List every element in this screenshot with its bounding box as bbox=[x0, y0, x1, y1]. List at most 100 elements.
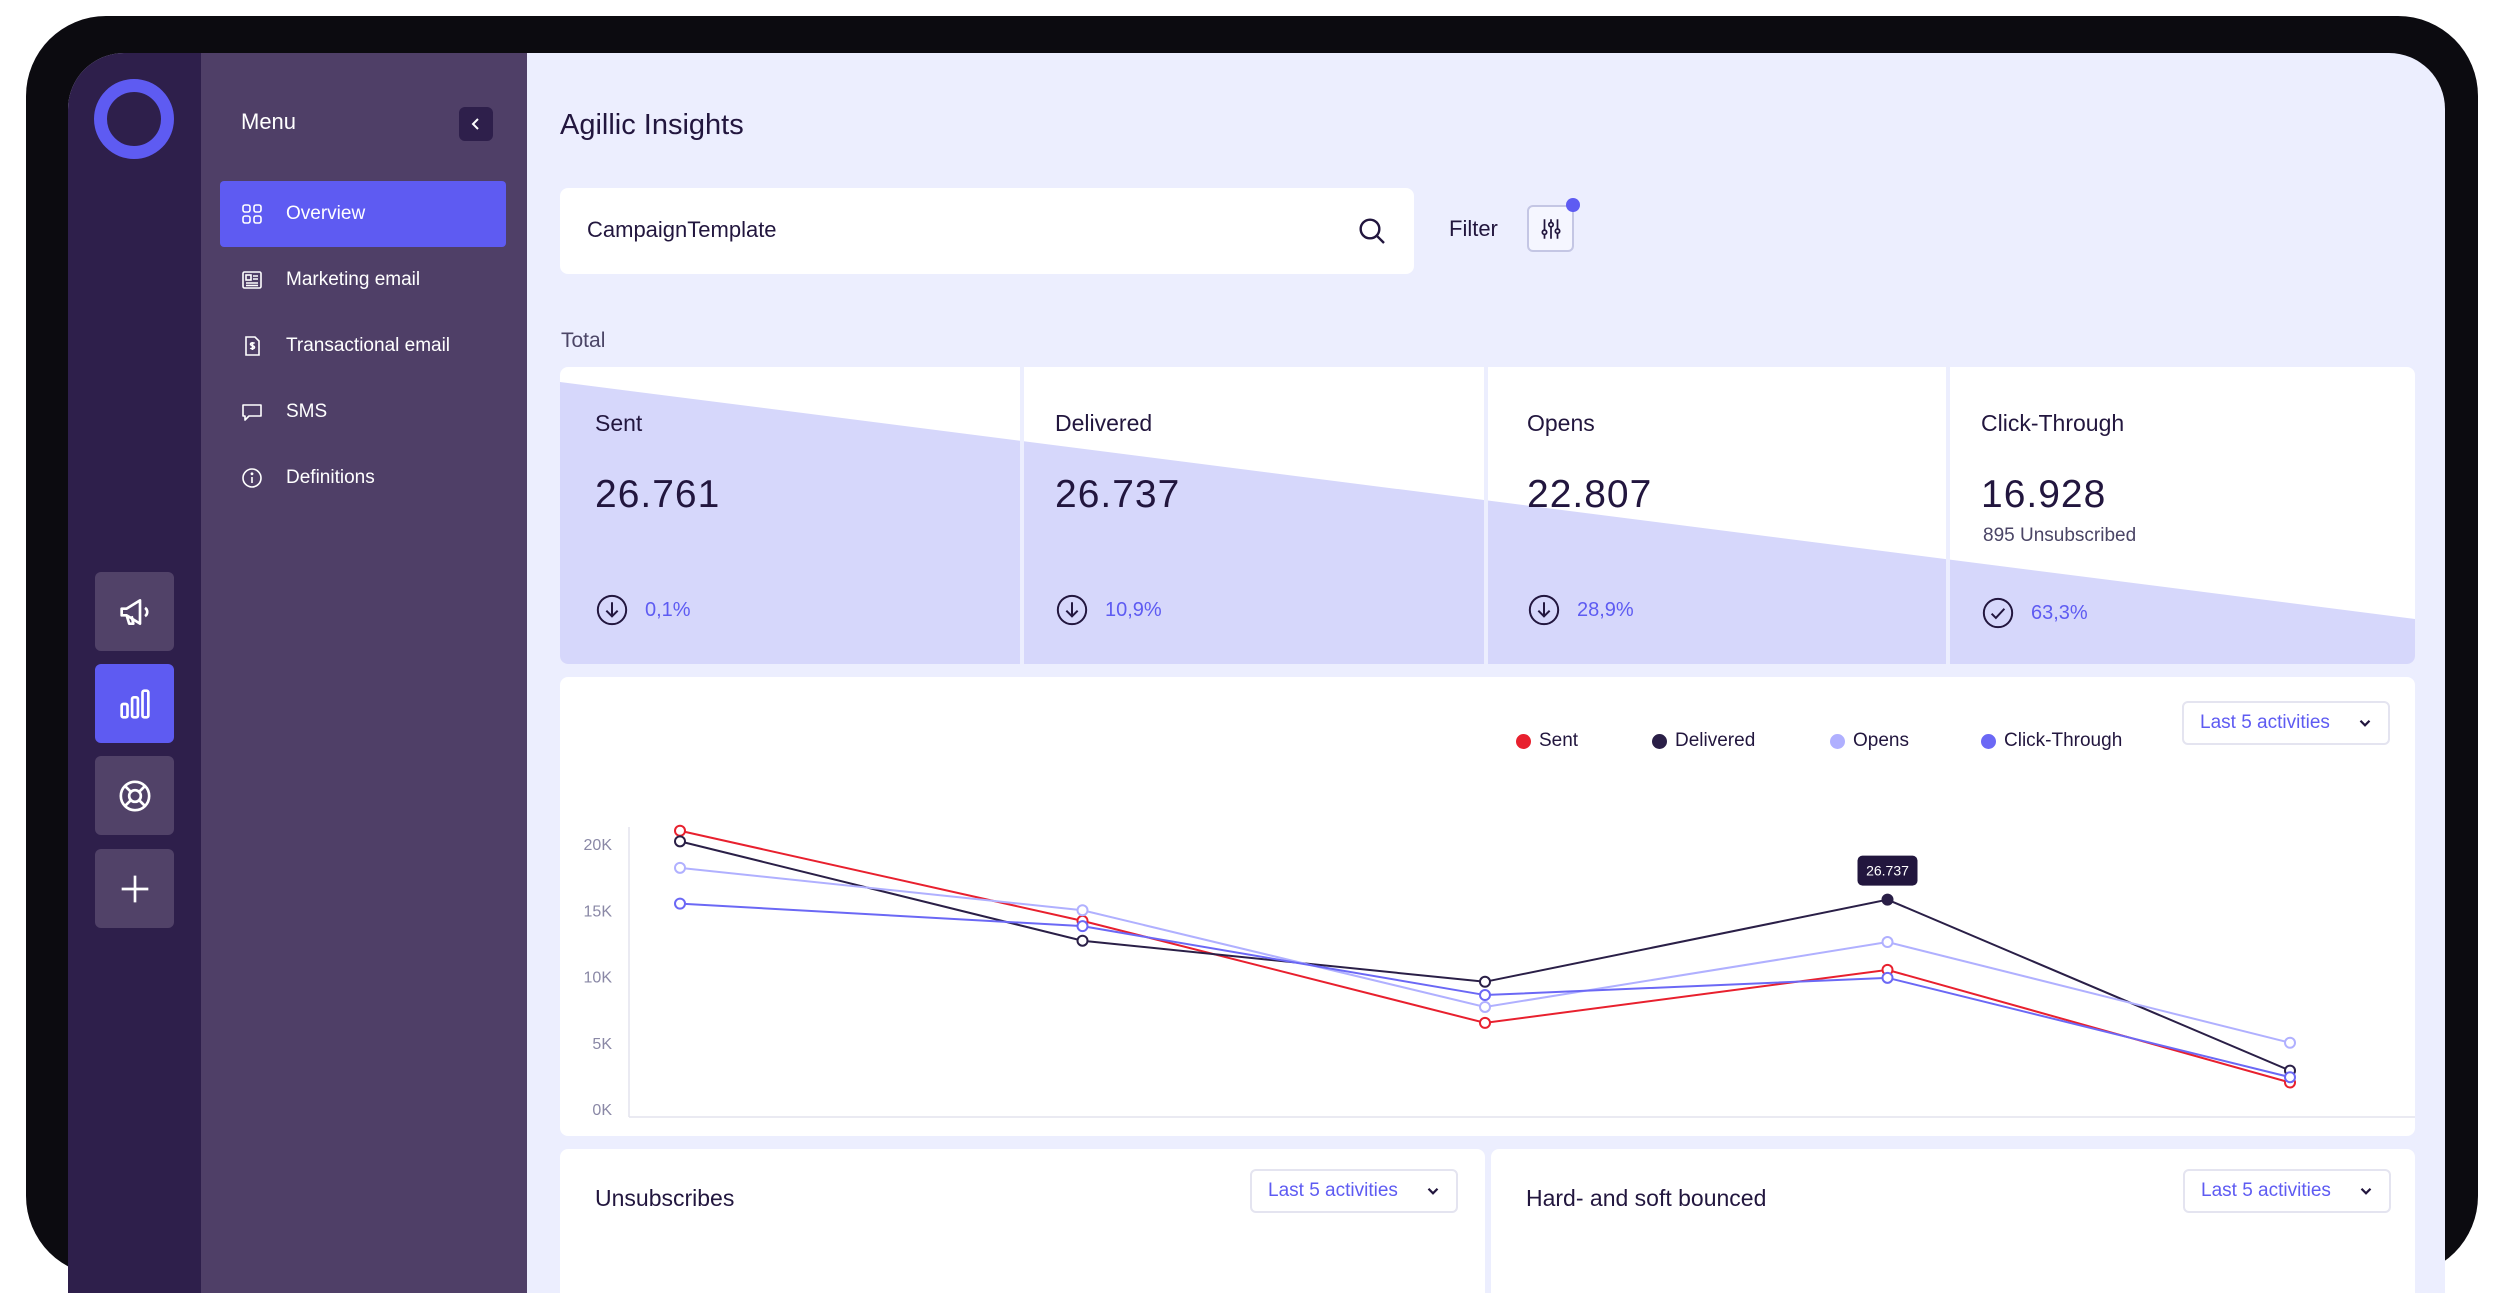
stat-label: Sent bbox=[595, 410, 643, 436]
data-point-sent bbox=[1479, 1016, 1491, 1029]
data-point-click-through bbox=[1881, 971, 1894, 984]
legend-swatch bbox=[1830, 733, 1845, 749]
chevron-left-icon bbox=[471, 118, 479, 130]
series-line-opens bbox=[679, 866, 2291, 1044]
data-point-delivered bbox=[1881, 893, 1894, 906]
filter-active-dot bbox=[1566, 198, 1580, 212]
support-rail-button[interactable] bbox=[95, 756, 174, 835]
menu-item-label: Marketing email bbox=[286, 269, 421, 290]
x-tick-label: 15.03.2025 bbox=[646, 1134, 726, 1136]
card-title: Hard- and soft bounced bbox=[1526, 1185, 1767, 1211]
data-point-click-through bbox=[674, 897, 686, 910]
legend-swatch bbox=[1516, 733, 1531, 749]
plus-icon bbox=[121, 875, 148, 902]
campaigns-rail-button[interactable] bbox=[95, 572, 174, 651]
stat-unsubscribed: 895 Unsubscribed bbox=[1983, 525, 2137, 546]
stat-change: 10,9% bbox=[1055, 593, 1162, 627]
menu-item-sms[interactable]: SMS bbox=[220, 379, 506, 445]
stat-opens[interactable]: Opens 22.807 28,9% bbox=[1488, 367, 1946, 664]
stat-divider bbox=[1946, 367, 1950, 664]
data-point-sent bbox=[674, 824, 686, 837]
newspaper-icon bbox=[240, 268, 264, 292]
arrow-down-circle-icon bbox=[596, 594, 628, 626]
data-point-opens bbox=[2284, 1036, 2296, 1049]
side-menu: Menu Overview Marketing email Transactio… bbox=[201, 53, 527, 1293]
y-tick-label: 20K bbox=[584, 837, 613, 854]
logo[interactable] bbox=[94, 79, 174, 159]
y-tick-label: 5K bbox=[592, 1036, 612, 1053]
data-point-opens bbox=[674, 861, 686, 874]
menu-item-transactional-email[interactable]: Transactional email bbox=[220, 313, 506, 379]
search-input[interactable]: CampaignTemplate bbox=[560, 188, 1414, 274]
unsubscribes-card: Unsubscribes Last 5 activities bbox=[560, 1149, 1485, 1293]
legend-sent[interactable]: Sent bbox=[1516, 730, 1578, 752]
stat-change-value: 28,9% bbox=[1577, 598, 1634, 621]
data-point-click-through bbox=[1479, 989, 1491, 1002]
stat-change: 28,9% bbox=[1527, 593, 1634, 627]
chart-range-select[interactable]: Last 5 activities bbox=[2182, 701, 2390, 745]
tooltip-label: 26.737 bbox=[1866, 863, 1909, 879]
legend-delivered[interactable]: Delivered bbox=[1652, 730, 1755, 752]
stat-value: 16.928 bbox=[1981, 473, 2107, 516]
x-tick-label: 16.03.2025 bbox=[1071, 1134, 1151, 1136]
menu-item-marketing-email[interactable]: Marketing email bbox=[220, 247, 506, 313]
page-title: Agillic Insights bbox=[560, 109, 744, 141]
y-tick-label: 0K bbox=[592, 1102, 612, 1119]
stat-sent[interactable]: Sent 26.761 0,1% bbox=[560, 367, 1020, 664]
stat-delivered[interactable]: Delivered 26.737 10,9% bbox=[1024, 367, 1484, 664]
line-chart: 0K 5K 10K 15K 20K 15.03.2025 16.03.2025 17.03.2… bbox=[584, 824, 2415, 1136]
menu-item-overview[interactable]: Overview bbox=[220, 181, 506, 247]
insights-rail-button[interactable] bbox=[95, 664, 174, 743]
legend-label: Click-Through bbox=[2004, 730, 2123, 751]
invoice-icon bbox=[240, 334, 264, 358]
data-point-delivered bbox=[674, 835, 686, 848]
grid-icon bbox=[240, 202, 264, 226]
trend-chart-card: Sent Delivered Opens Click-Through Last … bbox=[560, 677, 2415, 1136]
stat-label: Opens bbox=[1527, 410, 1595, 436]
sliders-icon bbox=[1540, 218, 1561, 239]
stat-change: 0,1% bbox=[595, 593, 691, 627]
legend-opens[interactable]: Opens bbox=[1830, 730, 1909, 752]
unsubscribes-range-select[interactable]: Last 5 activities bbox=[1250, 1169, 1458, 1213]
icon-rail bbox=[68, 53, 201, 1293]
menu-title: Menu bbox=[241, 109, 297, 134]
y-tick-label: 15K bbox=[584, 903, 613, 920]
menu-item-definitions[interactable]: Definitions bbox=[220, 445, 506, 511]
lifebuoy-icon bbox=[119, 780, 150, 811]
stat-divider bbox=[1020, 367, 1024, 664]
data-point-opens bbox=[1881, 936, 1894, 949]
stat-value: 26.737 bbox=[1055, 473, 1181, 516]
data-point-delivered bbox=[1479, 975, 1491, 988]
x-tick-label: 17.03.2025 bbox=[1496, 1134, 1576, 1136]
chat-icon bbox=[240, 400, 264, 424]
chevron-down-icon bbox=[2360, 1187, 2372, 1195]
total-label: Total bbox=[561, 329, 606, 352]
data-point-delivered bbox=[1076, 934, 1089, 947]
arrow-down-circle-icon bbox=[1056, 594, 1088, 626]
bounced-range-select[interactable]: Last 5 activities bbox=[2183, 1169, 2391, 1213]
range-label: Last 5 activities bbox=[2201, 1180, 2331, 1201]
search-icon[interactable] bbox=[1356, 215, 1388, 247]
legend-swatch bbox=[1652, 733, 1667, 749]
menu-item-label: Transactional email bbox=[286, 335, 451, 356]
search-value: CampaignTemplate bbox=[587, 217, 777, 242]
filter-button[interactable] bbox=[1527, 205, 1574, 252]
data-point-click-through bbox=[2284, 1071, 2296, 1084]
legend-click-through[interactable]: Click-Through bbox=[1981, 730, 2122, 752]
chevron-down-icon bbox=[2359, 719, 2371, 727]
stat-change-value: 63,3% bbox=[2031, 601, 2088, 624]
stat-change-value: 0,1% bbox=[645, 598, 691, 621]
stat-change-value: 10,9% bbox=[1105, 598, 1162, 621]
data-point-click-through bbox=[1076, 920, 1089, 933]
series-line-delivered bbox=[679, 840, 2291, 1072]
x-tick-label: 18.03.2025 bbox=[1922, 1134, 2002, 1136]
stat-label: Delivered bbox=[1055, 410, 1153, 436]
check-circle-icon bbox=[1982, 597, 2014, 629]
tooltip-box bbox=[1857, 855, 1918, 886]
legend-label: Opens bbox=[1853, 730, 1909, 751]
add-rail-button[interactable] bbox=[95, 849, 174, 928]
legend-swatch bbox=[1981, 733, 1996, 749]
stat-click-through[interactable]: Click-Through 16.928 895 Unsubscribed 63… bbox=[1950, 367, 2415, 664]
collapse-menu-button[interactable] bbox=[459, 107, 493, 141]
card-title: Unsubscribes bbox=[595, 1185, 735, 1211]
